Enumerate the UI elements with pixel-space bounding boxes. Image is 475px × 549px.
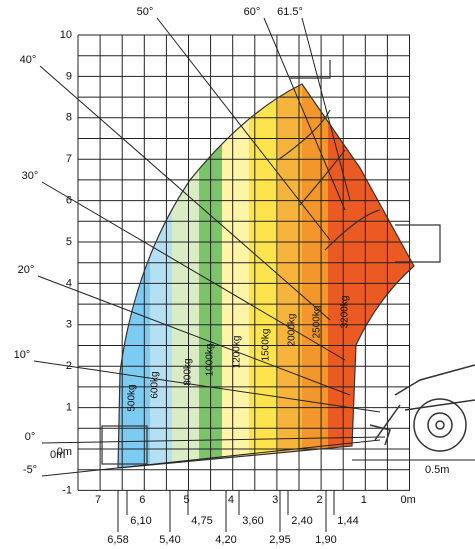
angle-line (263, 17, 346, 211)
angle-label: 40° (20, 54, 37, 66)
labels: 50° 60° 61.5°40°30°20°10°0°-5°109876543210… (14, 6, 450, 546)
load-label: 600kg (150, 371, 161, 398)
x-label: 1 (361, 494, 367, 506)
y-label: 5 (66, 236, 72, 248)
zone (302, 84, 328, 468)
machine (369, 364, 475, 452)
load-label: 1000kg (205, 344, 216, 377)
zone (249, 84, 278, 468)
load-label: 1200kg (232, 336, 243, 369)
reach-bottom: 2,95 (269, 534, 290, 546)
x-label: 3 (272, 494, 278, 506)
angle-line (33, 360, 381, 413)
zone (172, 84, 199, 468)
x-label: 7 (95, 494, 101, 506)
angle-line (37, 275, 351, 396)
y-label: 7 (66, 153, 72, 165)
x-label: 2 (316, 494, 322, 506)
angle-label: -5° (23, 464, 37, 476)
y-label: 4 (66, 277, 72, 289)
x-label: 6 (139, 494, 145, 506)
zone (278, 84, 302, 468)
angle-line (41, 181, 346, 361)
angle-lines (33, 17, 386, 477)
angle-label: 61.5° (277, 6, 303, 18)
load-label: 3200kg (340, 296, 351, 329)
load-label: 2000kg (287, 314, 298, 347)
right-offset: 0.5m (425, 464, 449, 476)
load-label: 2500kg (312, 306, 323, 339)
load-label: 500kg (127, 384, 138, 411)
left-offset: 0m (50, 449, 65, 461)
y-label: 0m (57, 446, 72, 458)
angle-line (39, 65, 331, 321)
y-label: 6 (66, 195, 72, 207)
y-label: 3 (66, 319, 72, 331)
y-label: -1 (62, 484, 72, 496)
x-label: 5 (184, 494, 190, 506)
angle-line (41, 436, 386, 444)
angle-label: 50° (137, 6, 154, 18)
angle-label: 0° (25, 431, 36, 443)
load-zones (118, 84, 414, 468)
reach-top: 4,75 (191, 515, 212, 527)
reach-top: 3,60 (242, 515, 263, 527)
reach-top: 2,40 (291, 515, 312, 527)
angle-label: 10° (14, 349, 31, 361)
reach-top: 6,10 (130, 515, 151, 527)
zone (328, 84, 414, 468)
angle-line (301, 17, 351, 201)
zone (150, 84, 172, 468)
load-label: 1500kg (261, 329, 272, 362)
reach-top: 1,44 (337, 515, 358, 527)
y-label: 9 (66, 70, 72, 82)
y-label: 1 (66, 402, 72, 414)
envelope (117, 83, 415, 469)
x-label: 4 (228, 494, 234, 506)
y-label: 10 (60, 29, 72, 41)
reach-bottom: 5,40 (159, 534, 180, 546)
reach-bottom: 1,90 (315, 534, 336, 546)
angle-label: 20° (18, 264, 35, 276)
grid (77, 34, 410, 491)
reach-bottom: 6,58 (107, 534, 128, 546)
y-label: 8 (66, 112, 72, 124)
reach-bottom: 4,20 (215, 534, 236, 546)
zone (222, 84, 249, 468)
load-label: 800kg (183, 358, 194, 385)
angle-line (41, 439, 381, 477)
y-label: 2 (66, 360, 72, 372)
x-label: 0m (400, 494, 415, 506)
angle-line (156, 17, 331, 241)
angle-label: 60° (244, 6, 261, 18)
angle-label: 30° (22, 170, 39, 182)
